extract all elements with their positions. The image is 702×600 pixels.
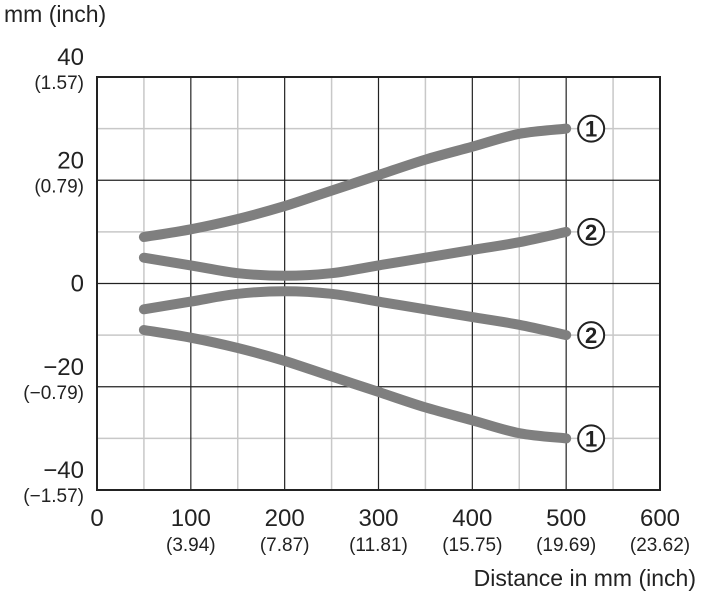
curve-series-2 [138,226,572,281]
x-tick-sublabel: (7.87) [260,535,310,556]
curve-label: 1 [585,426,597,451]
x-tick-label: 600 [640,505,680,532]
y-tick-sublabel: (0.79) [34,176,84,197]
curve-label-badge [577,321,606,350]
x-tick-label: 300 [358,505,398,532]
y-tick-sublabel: (1.57) [34,73,84,94]
x-tick-label: 400 [452,505,492,532]
curves [138,123,572,444]
y-axis-ticks: 40(1.57) 20(0.79) 0 −20(−0.79) −40(−1.57) [23,44,84,507]
x-axis-title: Distance in mm (inch) [474,565,696,591]
curve-label: 1 [585,117,597,142]
x-tick-sublabel: (11.81) [349,535,408,556]
y-tick-label: −20 [43,354,84,381]
x-tick-sublabel: (19.69) [536,535,596,556]
x-axis-ticks: 0 100 (3.94) 200 (7.87) 300 (11.81) 400 (15.75) 5… [90,505,690,556]
x-tick-sublabel: (23.62) [630,535,690,556]
y-tick-label: 40 [57,44,84,71]
y-tick-label: 0 [71,271,84,298]
x-tick-sublabel: (15.75) [442,535,502,556]
plot-frame [96,76,661,491]
x-tick-label: 100 [171,505,211,532]
x-tick-label: 0 [90,505,103,532]
y-tick-label: −40 [43,457,84,484]
x-tick-sublabel: (3.94) [166,535,216,556]
x-tick-label: 500 [546,505,586,532]
curve-label: 2 [585,323,597,348]
curve-label-badge [577,424,606,453]
y-tick-label: 20 [57,147,84,174]
y-tick-sublabel: (−0.79) [23,383,84,404]
y-tick-sublabel: (−1.57) [23,486,84,507]
curve-labels: 1 2 2 1 [577,114,606,453]
curve-series-1 [138,123,572,242]
x-tick-label: 200 [265,505,305,532]
major-grid [97,77,660,490]
curve-label: 2 [585,220,597,245]
curve-series-3 [138,286,572,341]
curve-series-4 [138,325,572,444]
y-axis-title: mm (inch) [4,1,106,27]
curve-label-badge [577,114,606,143]
curve-label-badge [577,217,606,246]
